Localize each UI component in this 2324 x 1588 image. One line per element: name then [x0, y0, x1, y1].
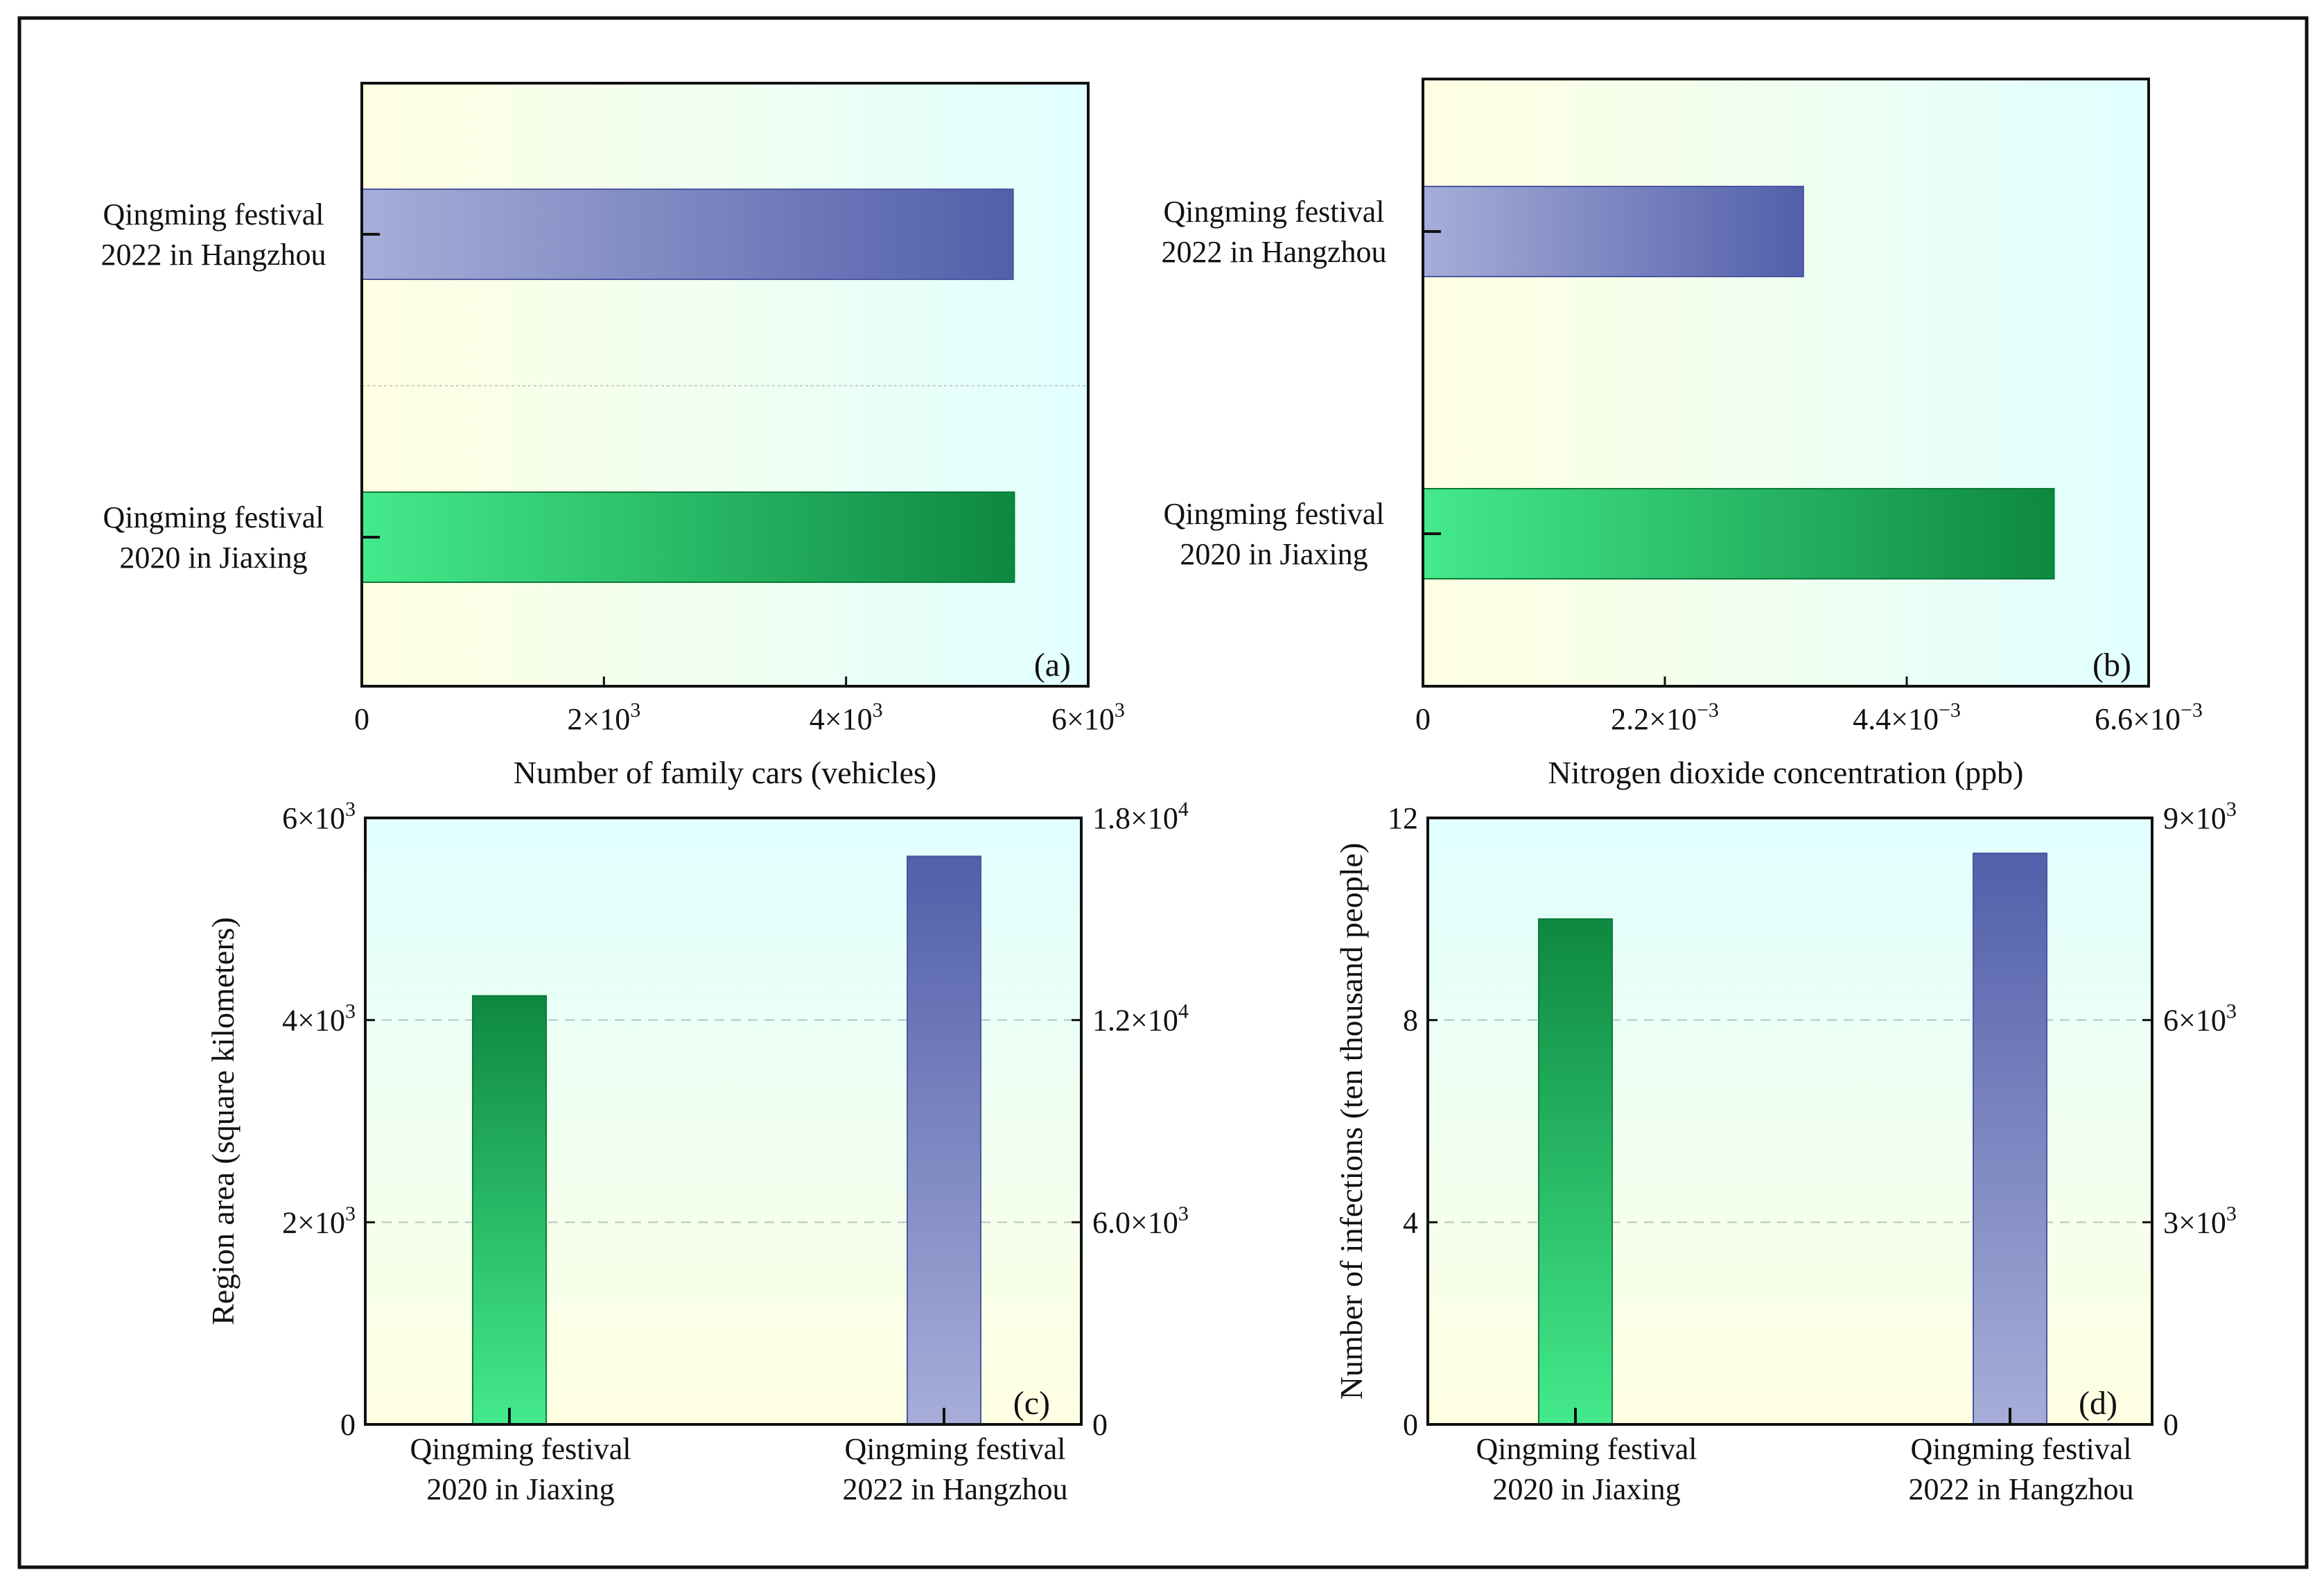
- panel-d-ytick-label-3: 8: [1403, 1004, 1418, 1038]
- panel-c-ytick-label-4: 6×103: [282, 798, 356, 835]
- panel-c-category-label-2-line-2: 2022 in Hangzhou: [842, 1472, 1067, 1506]
- panel-b-category-label-2-line-2: 2020 in Jiaxing: [1180, 537, 1368, 571]
- panel-a-xlabel: Number of family cars (vehicles): [514, 755, 937, 790]
- panel-c-y2tick-label-1: 0: [1092, 1408, 1108, 1442]
- panel-a-plot-area: [362, 83, 1088, 686]
- panel-d-label: (d): [2079, 1385, 2117, 1422]
- panel-c-y2tick-label-2: 6.0×103: [1092, 1202, 1189, 1239]
- panel-c-y2tick-label-4: 1.8×104: [1092, 798, 1189, 835]
- panel-a-category-label-2-line-1: Qingming festival: [103, 500, 324, 534]
- panel-a-category-label-2-line-2: 2020 in Jiaxing: [119, 541, 307, 575]
- panel-c-category-label-1-line-1: Qingming festival: [410, 1432, 631, 1466]
- panel-b-category-label-1-line-2: 2022 in Hangzhou: [1161, 235, 1386, 269]
- panel-a-xtick-label-1: 0: [354, 702, 369, 736]
- panel-b-frame: [1422, 78, 2150, 688]
- panel-d-y2tick-label-4: 9×103: [2163, 798, 2237, 835]
- panel-a-bar-1: [361, 189, 1014, 280]
- panel-b-bar-1: [1422, 186, 1804, 277]
- panel-c-category-label-1-line-2: 2020 in Jiaxing: [426, 1472, 614, 1506]
- panel-d-ytick-label-4: 12: [1388, 801, 1418, 835]
- panel-d-category-label-2-line-2: 2022 in Hangzhou: [1908, 1472, 2133, 1506]
- panel-d-bar-2: [1973, 853, 2047, 1425]
- panel-c-ylabel: Region area (square kilometers): [205, 917, 241, 1325]
- panel-c-bar-2: [907, 855, 981, 1425]
- panel-c-category-label-2-line-1: Qingming festival: [845, 1432, 1066, 1466]
- panel-b-xtick-label-3: 4.4×10−3: [1853, 699, 1961, 736]
- panel-a-category-label-1-line-1: Qingming festival: [103, 198, 324, 232]
- panel-d-frame: [1426, 817, 2153, 1426]
- panel-a-frame: [360, 82, 1090, 688]
- panel-a-bar-2: [361, 491, 1015, 583]
- panel-b-xtick-label-1: 0: [1415, 702, 1431, 736]
- panel-d-y2tick-label-3: 6×103: [2163, 1000, 2237, 1038]
- panel-d-y2tick-label-1: 0: [2163, 1408, 2178, 1442]
- panel-d-y2tick-label-2: 3×103: [2163, 1202, 2237, 1239]
- panel-a-category-label-1-line-2: 2022 in Hangzhou: [101, 238, 326, 272]
- panel-d-category-label-1-line-1: Qingming festival: [1476, 1432, 1697, 1466]
- panel-a-xtick-label-3: 4×103: [810, 699, 883, 736]
- panel-c-y2tick-label-3: 1.2×104: [1092, 1000, 1189, 1038]
- panel-b-xlabel: Nitrogen dioxide concentration (ppb): [1548, 755, 2024, 790]
- panel-d-category-label-2-line-1: Qingming festival: [1911, 1432, 2132, 1466]
- panel-a-xtick-label-2: 2×103: [567, 699, 640, 736]
- panel-c-bar-1: [472, 995, 547, 1425]
- panel-d-bar-1: [1538, 918, 1613, 1426]
- panel-b-category-label-1-line-1: Qingming festival: [1164, 195, 1385, 229]
- panel-c-label: (c): [1013, 1385, 1050, 1422]
- panel-c-ytick-label-2: 2×103: [282, 1202, 356, 1239]
- panel-b-bar-2: [1422, 488, 2055, 579]
- panel-b-plot-area: [1423, 79, 2149, 686]
- panel-b-category-label-2-line-1: Qingming festival: [1164, 497, 1385, 531]
- panel-d-ytick-label-2: 4: [1403, 1205, 1418, 1239]
- panel-a-label: (a): [1034, 647, 1071, 683]
- panel-d-ytick-label-1: 0: [1403, 1408, 1418, 1442]
- panel-d-category-label-1-line-2: 2020 in Jiaxing: [1492, 1472, 1680, 1506]
- panel-b-label: (b): [2093, 647, 2131, 683]
- panel-a-xtick-label-4: 6×103: [1051, 699, 1125, 736]
- panel-c-frame: [364, 817, 1083, 1426]
- panel-b-xtick-label-4: 6.6×10−3: [2095, 699, 2203, 736]
- panel-d-ylabel: Number of infections (ten thousand peopl…: [1334, 843, 1369, 1400]
- panel-b-xtick-label-2: 2.2×10−3: [1611, 699, 1719, 736]
- panel-c-ytick-label-1: 0: [340, 1408, 356, 1442]
- panel-c-ytick-label-3: 4×103: [282, 1000, 356, 1038]
